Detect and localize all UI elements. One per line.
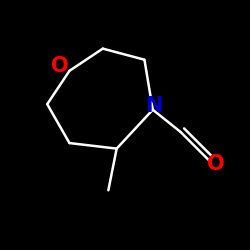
Text: N: N <box>146 96 163 116</box>
Text: O: O <box>207 154 225 174</box>
Text: O: O <box>51 56 68 76</box>
